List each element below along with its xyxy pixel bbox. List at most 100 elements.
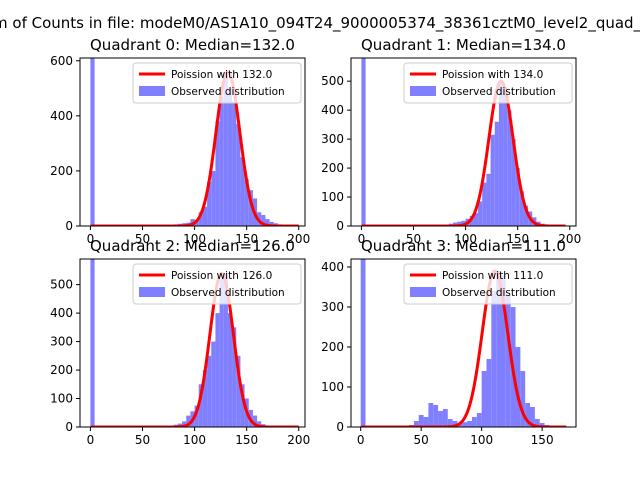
q0-bar-12 [202,206,208,226]
q3-bar-18 [491,291,497,427]
q1-bar-11 [482,182,487,226]
q2-bar-18 [236,355,241,427]
q1-xtick-label-0: 0 [358,232,366,246]
q3-bar-19 [496,271,501,427]
q2-legend-hist-label: Observed distribution [171,287,285,299]
q3-bar-10 [452,421,458,427]
q0-xtick-label-50: 50 [135,232,150,246]
q2-ytick-label-500: 500 [50,278,73,292]
q1-legend-hist-swatch [410,86,436,96]
q3-bar-9 [447,419,453,427]
q2-legend [132,263,302,305]
q0-legend-hist-swatch [139,86,165,96]
q1-bar-8 [469,215,474,226]
q0-legend [132,62,302,104]
q1-bar-14 [494,121,499,226]
q2-bar-5 [182,421,187,427]
q2-bar-6 [186,415,191,427]
q0-bar-19 [232,102,237,226]
q3-bar-17 [486,359,492,427]
q3-bar-16 [481,371,487,427]
q1-bar-20 [519,191,524,226]
q0-xtick-label-150: 150 [235,232,258,246]
q1-legend-fit-label: Poission with 134.0 [442,69,543,81]
q1-bar-5 [457,221,462,226]
q3-bar-15 [476,413,482,427]
q2-ytick-label-100: 100 [50,392,73,406]
q3-bar-21 [505,295,511,427]
q3-title: Quadrant 3: Median=111.0 [361,237,566,255]
q1-bar-9 [473,212,479,226]
q1-bar-13 [490,134,495,226]
q1-poisson-fit-line [360,79,567,226]
q0-bar-11 [198,212,203,226]
q0-ytick-label-400: 400 [50,109,73,123]
quadrant-0-chart: 0 50 100 150 200 0 200 400 600 Quadrant 0: Median… [50,36,310,246]
q0-bar-15 [215,121,220,226]
q3-bar-23 [515,347,521,427]
q2-legend-fit-label: Poission with 126.0 [171,270,272,282]
q2-title: Quadrant 2: Median=126.0 [90,237,295,255]
q2-bar-11 [207,355,212,427]
q3-bar-5 [428,403,434,427]
q3-xtick-label-100: 100 [470,433,493,447]
figure-title: Histogram of Counts in file: modeM0/AS1A… [0,14,640,33]
q0-bar-28 [269,221,274,226]
q0-bar-18 [227,88,233,226]
q3-bar-8 [442,409,448,427]
q3-axes-frame [350,258,577,428]
q2-bar-22 [252,415,258,427]
q2-legend-hist-swatch [139,287,165,297]
q1-ytick-label-500: 500 [321,74,344,88]
q3-bar-26 [530,407,535,427]
q3-poisson-fit-line [359,269,568,427]
q0-axes-frame [79,57,306,227]
q2-bar-15 [223,273,228,427]
q3-bar-28 [539,423,545,427]
q2-bar-0 [90,259,95,427]
q3-bar-25 [525,403,531,427]
q1-bar-0 [361,58,366,226]
q2-bar-10 [202,370,208,427]
q3-bar-2 [413,421,419,427]
q2-axes-frame [79,258,306,428]
q1-legend-hist-label: Observed distribution [442,86,556,98]
q2-xtick-label-100: 100 [183,433,206,447]
q2-xtick-label-0: 0 [87,433,95,447]
q1-xtick-label-100: 100 [454,232,477,246]
q1-bar-21 [523,205,529,226]
q2-xtick-label-200: 200 [287,433,310,447]
q1-bar-15 [498,81,504,226]
q2-bar-13 [215,313,220,427]
q2-bar-17 [232,327,237,427]
q1-ytick-label-400: 400 [321,103,344,117]
q0-bar-13 [207,181,212,226]
q3-bar-24 [520,371,526,427]
q2-bar-19 [240,384,245,427]
q2-bar-23 [257,421,262,427]
q3-legend-fit-label: Poission with 111.0 [442,270,543,282]
q0-ytick-label-200: 200 [50,164,73,178]
q0-bar-16 [219,96,224,226]
q0-bar-21 [240,157,245,226]
q0-bar-14 [211,170,216,226]
q1-xtick-label-50: 50 [406,232,421,246]
q2-ytick-label-400: 400 [50,306,73,320]
q1-title: Quadrant 1: Median=134.0 [361,36,566,54]
q0-title: Quadrant 0: Median=132.0 [90,36,295,54]
q1-xtick-label-150: 150 [506,232,529,246]
q3-bar-4 [423,417,429,427]
q1-bar-19 [515,168,520,226]
q0-bar-22 [244,179,249,226]
q3-legend-hist-label: Observed distribution [442,287,556,299]
q3-ytick-label-0: 0 [336,420,344,434]
q2-bar-8 [194,405,199,427]
q3-bar-14 [471,417,477,427]
q2-bar-12 [211,341,216,427]
q0-ytick-label-600: 600 [50,54,73,68]
q0-bar-27 [265,219,270,226]
q0-legend-fit-label: Poission with 132.0 [171,69,272,81]
q1-legend [403,62,573,104]
q2-xtick-label-50: 50 [135,433,150,447]
q0-xtick-label-0: 0 [87,232,95,246]
